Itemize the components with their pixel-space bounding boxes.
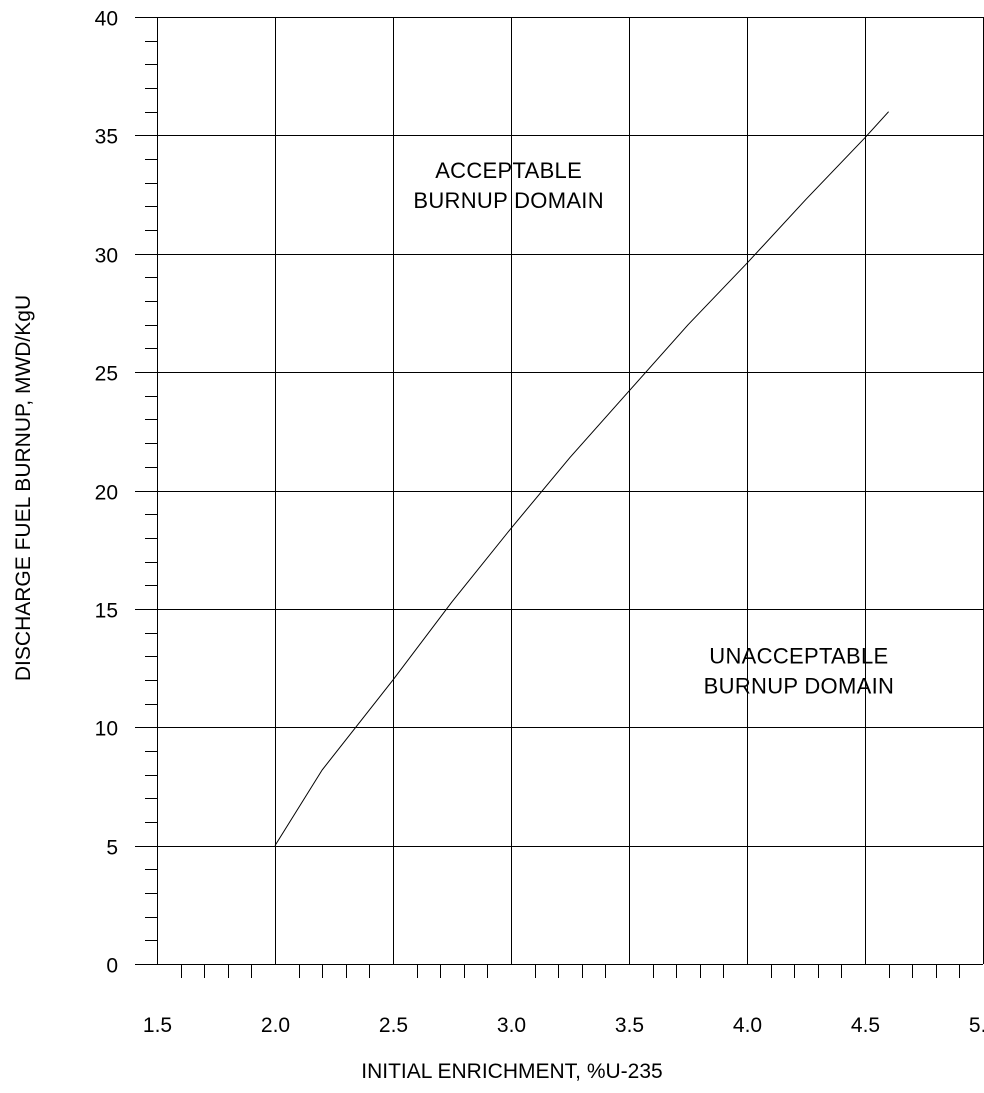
x-tick-label: 4.5: [851, 1014, 880, 1037]
series-layer: [274, 111, 889, 846]
region-label-line: UNACCEPTABLE: [709, 643, 888, 668]
region-label-line: ACCEPTABLE: [435, 158, 582, 183]
y-tick-label: 35: [95, 126, 118, 149]
x-tick-label: 4.0: [733, 1014, 762, 1037]
acceptable-region-label: ACCEPTABLE BURNUP DOMAIN: [413, 158, 604, 213]
y-tick-label: 20: [95, 482, 118, 505]
minor-ticks: [145, 41, 960, 978]
y-tick-label: 0: [106, 955, 118, 978]
y-tick-label: 40: [95, 8, 118, 31]
burnup-limit-line: [274, 111, 889, 846]
region-label-line: BURNUP DOMAIN: [413, 188, 604, 213]
annotations: ACCEPTABLE BURNUP DOMAIN UNACCEPTABLE BURNU…: [413, 158, 895, 698]
x-tick-label: 3.0: [497, 1014, 526, 1037]
y-tick-label: 5: [106, 837, 118, 860]
y-tick-label: 30: [95, 245, 118, 268]
x-tick-label: 2.0: [261, 1014, 290, 1037]
y-tick-label: 25: [95, 363, 118, 386]
region-label-line: BURNUP DOMAIN: [704, 673, 895, 698]
x-tick-label: 1.5: [143, 1014, 172, 1037]
x-tick-label: 2.5: [379, 1014, 408, 1037]
grid: [135, 17, 984, 965]
x-axis-label: INITIAL ENRICHMENT, %U-235: [361, 1060, 662, 1083]
y-tick-label: 10: [95, 718, 118, 741]
y-axis-label: DISCHARGE FUEL BURNUP, MWD/KgU: [12, 295, 35, 681]
tick-labels: 1.5 2.0 2.5 3.0 3.5 4.0 4.5 5.0 0 5 10 15 20 25 30 35 40: [95, 8, 984, 1038]
y-tick-label: 15: [95, 600, 118, 623]
x-tick-label: 3.5: [615, 1014, 644, 1037]
unacceptable-region-label: UNACCEPTABLE BURNUP DOMAIN: [704, 643, 895, 698]
x-tick-label: 5.0: [969, 1014, 984, 1037]
